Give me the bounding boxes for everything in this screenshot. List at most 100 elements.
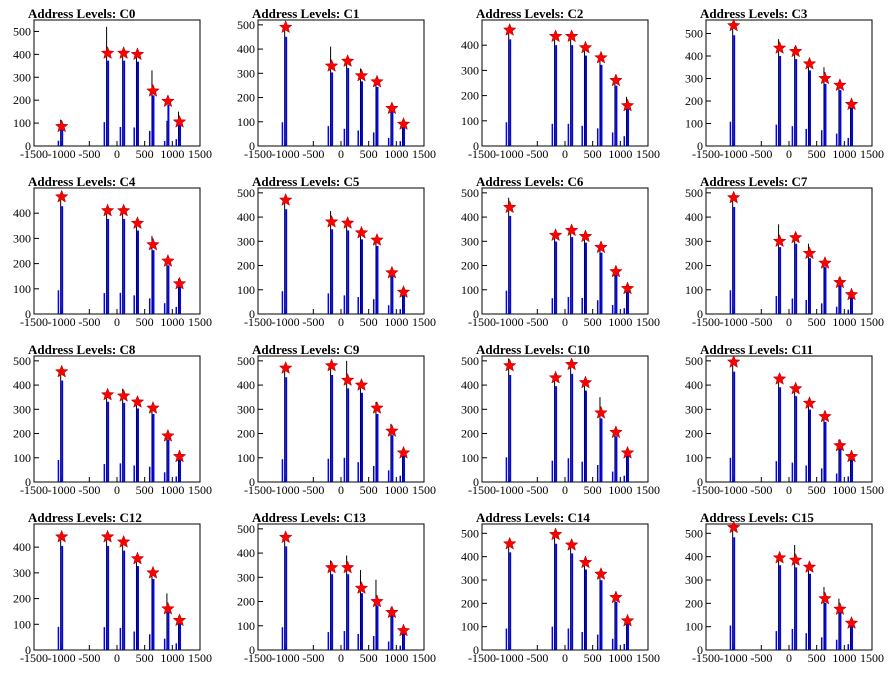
x-tick-label: -1500 bbox=[244, 315, 272, 329]
y-tick-label: 0 bbox=[697, 475, 703, 489]
histogram-bar bbox=[327, 126, 330, 146]
panel-12: Address Levels: C12 0 100 200 300 400 -1500 -10… bbox=[13, 510, 212, 665]
histogram-bar bbox=[376, 246, 379, 314]
y-tick-label: 0 bbox=[25, 139, 31, 153]
y-tick-label: 400 bbox=[237, 42, 255, 56]
histogram-bar bbox=[611, 132, 614, 146]
histogram-bar bbox=[805, 299, 807, 314]
y-tick-label: 100 bbox=[237, 115, 255, 129]
histogram-bar bbox=[627, 290, 630, 314]
x-tick-label: 1500 bbox=[412, 147, 436, 161]
x-tick-label: -1500 bbox=[20, 147, 48, 161]
peak-marker bbox=[396, 623, 411, 637]
peak-marker bbox=[146, 565, 160, 579]
histogram-bar bbox=[627, 108, 630, 146]
x-tick-label: 1000 bbox=[608, 315, 632, 329]
histogram-bar bbox=[555, 241, 558, 314]
histogram-bar bbox=[347, 230, 350, 314]
histogram-bar bbox=[357, 634, 359, 650]
x-tick-label: 500 bbox=[360, 315, 378, 329]
histogram-bar bbox=[175, 476, 178, 482]
histogram-bar bbox=[391, 615, 394, 650]
histogram-bar bbox=[136, 230, 139, 314]
histogram-bar bbox=[327, 293, 330, 314]
y-tick-label: 200 bbox=[461, 596, 479, 610]
x-tick-label: -500 bbox=[750, 147, 772, 161]
peak-marker bbox=[772, 234, 787, 248]
panel-14: Address Levels: C14 0 100 200 300 400 500 -1500… bbox=[461, 510, 660, 665]
histogram-bar bbox=[331, 229, 334, 314]
histogram-bar bbox=[509, 374, 512, 482]
x-tick-label: -500 bbox=[78, 315, 100, 329]
histogram-bar bbox=[567, 458, 570, 482]
histogram-bar bbox=[403, 293, 406, 314]
y-tick-label: 100 bbox=[685, 620, 703, 634]
panel-title: Address Levels: C1 bbox=[252, 6, 359, 21]
x-tick-label: 1500 bbox=[412, 651, 436, 665]
panel-15: Address Levels: C15 0 100 200 300 400 500 -1500… bbox=[685, 510, 884, 665]
x-tick-label: -1000 bbox=[496, 315, 524, 329]
y-tick-label: 0 bbox=[697, 139, 703, 153]
histogram-bar bbox=[372, 299, 375, 314]
peak-marker bbox=[772, 371, 787, 385]
histogram-bar bbox=[148, 130, 151, 146]
y-tick-label: 500 bbox=[685, 186, 703, 200]
histogram-bar bbox=[123, 550, 126, 650]
y-tick-label: 200 bbox=[237, 427, 255, 441]
y-tick-label: 200 bbox=[685, 596, 703, 610]
x-tick-label: 0 bbox=[338, 315, 344, 329]
x-tick-label: 1000 bbox=[832, 483, 856, 497]
histogram-bar bbox=[775, 296, 778, 314]
panel-title: Address Levels: C9 bbox=[252, 342, 360, 357]
y-tick-label: 300 bbox=[13, 70, 31, 84]
peak-marker bbox=[100, 203, 115, 217]
peak-marker bbox=[340, 560, 355, 574]
y-tick-label: 500 bbox=[237, 522, 255, 536]
panel-4: Address Levels: C4 0 100 200 300 400 -1500 -100… bbox=[13, 174, 212, 329]
histogram-bar bbox=[107, 545, 110, 650]
x-tick-label: 1000 bbox=[160, 147, 184, 161]
histogram-bar bbox=[600, 418, 603, 482]
peak-marker bbox=[788, 230, 803, 244]
x-tick-label: -1000 bbox=[272, 483, 300, 497]
histogram-bar bbox=[505, 457, 508, 482]
histogram-bar bbox=[285, 209, 288, 314]
y-tick-label: 200 bbox=[685, 427, 703, 441]
x-tick-label: -1500 bbox=[468, 315, 496, 329]
histogram-bar bbox=[847, 476, 850, 482]
x-tick-label: -1000 bbox=[48, 483, 76, 497]
panel-1: Address Levels: C10100200300400500-1500-… bbox=[237, 6, 436, 161]
x-tick-label: -1000 bbox=[272, 315, 300, 329]
histogram-bar bbox=[387, 641, 390, 650]
histogram-bar bbox=[179, 622, 182, 650]
x-tick-label: -500 bbox=[750, 483, 772, 497]
histogram-bar bbox=[167, 104, 170, 146]
histogram-bar bbox=[611, 638, 614, 650]
histogram-bar bbox=[851, 107, 854, 146]
peak-marker bbox=[844, 287, 859, 301]
y-tick-label: 400 bbox=[13, 378, 31, 392]
histogram-bar bbox=[57, 626, 60, 650]
y-tick-label: 200 bbox=[13, 257, 31, 271]
x-tick-label: 0 bbox=[114, 483, 120, 497]
y-tick-label: 0 bbox=[697, 307, 703, 321]
y-tick-label: 500 bbox=[237, 18, 255, 32]
x-tick-label: -1000 bbox=[720, 483, 748, 497]
peak-marker bbox=[609, 590, 623, 604]
x-tick-label: -500 bbox=[750, 315, 772, 329]
histogram-bar bbox=[805, 465, 807, 482]
x-tick-label: -1000 bbox=[272, 147, 300, 161]
peak-marker bbox=[385, 265, 399, 279]
histogram-bar bbox=[281, 627, 284, 650]
peak-marker bbox=[564, 223, 579, 237]
x-tick-label: -500 bbox=[78, 147, 100, 161]
histogram-bar bbox=[281, 459, 284, 482]
histogram-bar bbox=[163, 638, 166, 650]
panel-3: Address Levels: C30100200300400500-1500-… bbox=[685, 6, 884, 161]
histogram-bar bbox=[175, 643, 178, 650]
histogram-bar bbox=[399, 309, 402, 314]
x-tick-label: -1000 bbox=[496, 147, 524, 161]
histogram-bar bbox=[581, 461, 583, 482]
panel-title: Address Levels: C3 bbox=[700, 6, 808, 21]
peak-marker bbox=[385, 101, 399, 115]
